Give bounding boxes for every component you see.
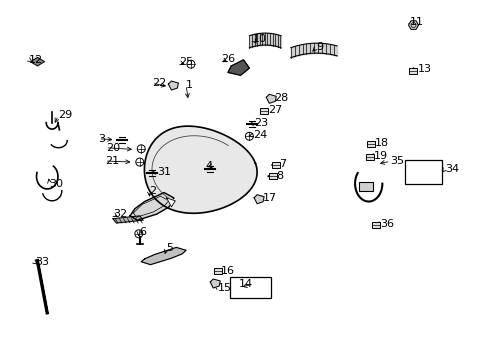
Text: 36: 36 xyxy=(379,219,393,229)
Polygon shape xyxy=(30,58,44,66)
Text: 6: 6 xyxy=(139,227,145,237)
Text: 17: 17 xyxy=(262,193,276,203)
Text: 32: 32 xyxy=(113,209,127,219)
FancyBboxPatch shape xyxy=(213,269,221,274)
Polygon shape xyxy=(254,195,264,204)
Text: 26: 26 xyxy=(221,54,235,64)
FancyBboxPatch shape xyxy=(405,160,441,184)
Polygon shape xyxy=(141,247,185,265)
Text: 14: 14 xyxy=(239,279,253,289)
FancyBboxPatch shape xyxy=(268,174,276,179)
Text: 13: 13 xyxy=(417,64,430,74)
Text: 28: 28 xyxy=(273,93,287,103)
Polygon shape xyxy=(210,279,220,288)
Text: 18: 18 xyxy=(374,139,388,148)
Text: 30: 30 xyxy=(50,179,63,189)
Text: 22: 22 xyxy=(152,78,166,88)
Text: 34: 34 xyxy=(444,163,458,174)
Text: 2: 2 xyxy=(149,186,156,196)
Text: 9: 9 xyxy=(316,42,323,52)
FancyBboxPatch shape xyxy=(366,141,374,147)
Polygon shape xyxy=(227,60,249,75)
Text: 19: 19 xyxy=(373,150,387,161)
Text: 1: 1 xyxy=(185,80,193,90)
Text: 25: 25 xyxy=(179,57,192,67)
Text: 4: 4 xyxy=(205,161,212,171)
Polygon shape xyxy=(266,94,276,103)
Text: 16: 16 xyxy=(221,266,235,276)
Text: 20: 20 xyxy=(105,143,120,153)
Text: 29: 29 xyxy=(58,111,73,121)
FancyBboxPatch shape xyxy=(408,68,416,73)
Text: 3: 3 xyxy=(98,134,105,144)
Text: 24: 24 xyxy=(253,130,267,140)
Text: 8: 8 xyxy=(276,171,283,181)
FancyBboxPatch shape xyxy=(229,277,271,298)
Text: 12: 12 xyxy=(29,55,43,65)
Text: 15: 15 xyxy=(217,283,231,293)
Text: 10: 10 xyxy=(253,35,267,44)
FancyBboxPatch shape xyxy=(272,162,280,168)
FancyBboxPatch shape xyxy=(371,222,379,228)
Polygon shape xyxy=(166,198,175,207)
Text: 31: 31 xyxy=(157,167,170,177)
Text: 23: 23 xyxy=(254,118,268,128)
Text: 35: 35 xyxy=(390,156,404,166)
Polygon shape xyxy=(168,81,178,90)
FancyBboxPatch shape xyxy=(260,108,267,114)
Text: 11: 11 xyxy=(409,17,423,27)
Text: 7: 7 xyxy=(279,159,286,169)
Text: 27: 27 xyxy=(267,105,282,115)
Text: 5: 5 xyxy=(166,243,173,253)
FancyBboxPatch shape xyxy=(366,154,373,160)
Text: 21: 21 xyxy=(104,156,119,166)
FancyBboxPatch shape xyxy=(358,182,372,191)
Polygon shape xyxy=(113,216,143,223)
Polygon shape xyxy=(407,21,418,30)
Polygon shape xyxy=(130,193,174,220)
Polygon shape xyxy=(144,126,257,213)
Text: 33: 33 xyxy=(35,257,49,267)
